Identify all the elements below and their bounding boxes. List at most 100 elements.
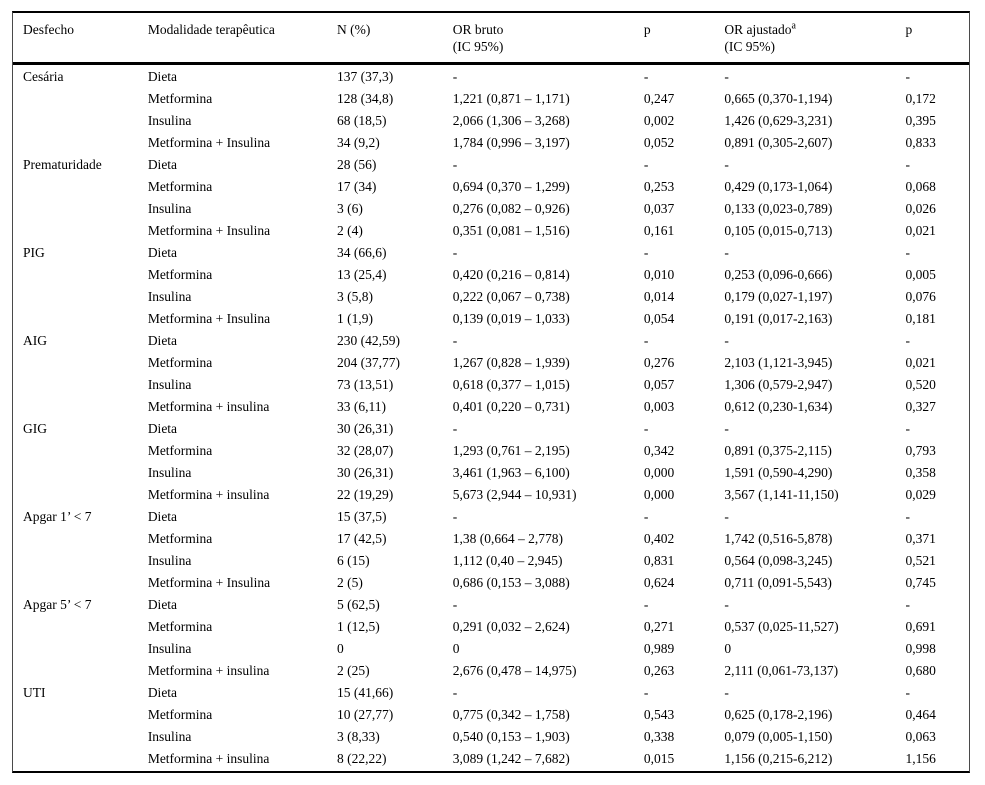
- n-percent-cell: 230 (42,59): [336, 332, 400, 348]
- or-bruto-cell: 1,267 (0,828 – 1,939): [452, 354, 570, 370]
- or-ajustado-cell: 0,564 (0,098-3,245): [724, 552, 833, 568]
- n-percent-cell: 3 (6): [336, 200, 363, 216]
- or-ajustado-cell: 0,253 (0,096-0,666): [724, 266, 833, 282]
- or-bruto-cell: -: [452, 684, 458, 700]
- outcome-cell: [13, 725, 144, 747]
- n-percent-cell: 3 (8,33): [336, 728, 380, 744]
- or-ajustado-cell: -: [724, 508, 729, 524]
- modality-cell: Dieta: [147, 68, 178, 84]
- p-bruto-cell: 0,338: [643, 728, 675, 744]
- or-bruto-cell: 0,401 (0,220 – 0,731): [452, 398, 570, 414]
- n-percent-cell: 1 (12,5): [336, 618, 380, 634]
- column-header-n-pct: N (%): [332, 13, 449, 65]
- p-bruto-cell: 0,161: [643, 222, 675, 238]
- or-bruto-cell: 0,139 (0,019 – 1,033): [452, 310, 570, 326]
- outcome-cell: [13, 285, 144, 307]
- column-header-desfecho: Desfecho: [13, 13, 144, 65]
- or-ajustado-cell: -: [724, 420, 729, 436]
- n-percent-cell: 13 (25,4): [336, 266, 387, 282]
- n-percent-cell: 3 (5,8): [336, 288, 373, 304]
- outcome-cell: PIG: [23, 244, 45, 260]
- p-ajustado-cell: 0,680: [905, 662, 936, 678]
- or-ajustado-cell: 1,156 (0,215-6,212): [724, 750, 833, 766]
- p-bruto-cell: 0,002: [643, 112, 675, 128]
- p-ajustado-cell: 0,833: [905, 134, 936, 150]
- modality-cell: Metformina: [147, 354, 213, 370]
- outcome-cell: Cesária: [23, 68, 64, 84]
- results-table-frame: Desfecho Modalidade terapêutica N (%) OR…: [12, 11, 970, 773]
- n-percent-cell: 30 (26,31): [336, 464, 394, 480]
- n-percent-cell: 73 (13,51): [336, 376, 394, 392]
- p-bruto-cell: 0,054: [643, 310, 675, 326]
- n-percent-cell: 128 (34,8): [336, 90, 394, 106]
- modality-cell: Dieta: [147, 684, 178, 700]
- n-percent-cell: 0: [336, 640, 344, 656]
- modality-cell: Metformina + insulina: [147, 398, 270, 414]
- n-percent-cell: 15 (37,5): [336, 508, 387, 524]
- n-percent-cell: 137 (37,3): [336, 68, 394, 84]
- n-percent-cell: 8 (22,22): [336, 750, 387, 766]
- table-row: Metformina 10 (27,77) 0,775 (0,342 – 1,758…: [13, 703, 969, 725]
- p-ajustado-cell: 0,021: [905, 354, 936, 370]
- modality-cell: Metformina: [147, 178, 213, 194]
- p-bruto-cell: 0,052: [643, 134, 675, 150]
- modality-cell: Metformina + insulina: [147, 750, 270, 766]
- p-bruto-cell: 0,000: [643, 464, 675, 480]
- p-bruto-cell: -: [643, 244, 649, 260]
- header-label: p: [643, 22, 651, 37]
- or-bruto-cell: -: [452, 420, 458, 436]
- or-bruto-cell: 0,686 (0,153 – 3,088): [452, 574, 570, 590]
- or-bruto-cell: 0,420 (0,216 – 0,814): [452, 266, 570, 282]
- p-ajustado-cell: -: [905, 596, 911, 612]
- outcome-cell: Prematuridade: [23, 156, 102, 172]
- p-bruto-cell: 0,263: [643, 662, 675, 678]
- header-label: Modalidade terapêutica: [147, 22, 275, 37]
- modality-cell: Dieta: [147, 332, 178, 348]
- header-sublabel: (IC 95%): [724, 39, 776, 54]
- table-row: Metformina + Insulina 34 (9,2) 1,784 (0,99…: [13, 131, 969, 153]
- table-row: Insulina 3 (6) 0,276 (0,082 – 0,926) 0,037 0…: [13, 197, 969, 219]
- modality-cell: Metformina: [147, 266, 213, 282]
- modality-cell: Insulina: [147, 552, 192, 568]
- modality-cell: Insulina: [147, 112, 192, 128]
- or-ajustado-cell: 0,079 (0,005-1,150): [724, 728, 833, 744]
- or-bruto-cell: -: [452, 508, 458, 524]
- or-bruto-cell: 1,293 (0,761 – 2,195): [452, 442, 570, 458]
- or-ajustado-cell: 2,103 (1,121-3,945): [724, 354, 833, 370]
- outcome-cell: [13, 395, 144, 417]
- table-row: Metformina 17 (34) 0,694 (0,370 – 1,299) 0,…: [13, 175, 969, 197]
- or-ajustado-cell: 0,665 (0,370-1,194): [724, 90, 833, 106]
- p-ajustado-cell: -: [905, 332, 911, 348]
- table-row: AIG Dieta 230 (42,59) - - - -: [13, 329, 969, 351]
- header-label: Desfecho: [23, 22, 74, 37]
- table-row: Metformina + Insulina 2 (5) 0,686 (0,153 –…: [13, 571, 969, 593]
- table-row: Insulina 6 (15) 1,112 (0,40 – 2,945) 0,831 0…: [13, 549, 969, 571]
- modality-cell: Insulina: [147, 728, 192, 744]
- outcome-cell: GIG: [23, 420, 47, 436]
- modality-cell: Dieta: [147, 244, 178, 260]
- outcome-cell: [13, 263, 144, 285]
- header-label: OR bruto: [452, 22, 504, 37]
- or-ajustado-cell: 0,179 (0,027-1,197): [724, 288, 833, 304]
- p-ajustado-cell: -: [905, 684, 911, 700]
- or-bruto-cell: 1,38 (0,664 – 2,778): [452, 530, 563, 546]
- modality-cell: Metformina + Insulina: [147, 222, 271, 238]
- table-row: Metformina + insulina 33 (6,11) 0,401 (0,2…: [13, 395, 969, 417]
- p-ajustado-cell: 0,181: [905, 310, 936, 326]
- table-header: Desfecho Modalidade terapêutica N (%) OR…: [13, 13, 969, 65]
- p-ajustado-cell: 1,156: [905, 750, 936, 766]
- table-row: Insulina 30 (26,31) 3,461 (1,963 – 6,100) 0…: [13, 461, 969, 483]
- outcome-cell: [13, 703, 144, 725]
- p-bruto-cell: 0,253: [643, 178, 675, 194]
- outcome-cell: [13, 373, 144, 395]
- header-label: N (%): [336, 22, 371, 37]
- table-row: Insulina 3 (8,33) 0,540 (0,153 – 1,903) 0,3…: [13, 725, 969, 747]
- p-bruto-cell: -: [643, 332, 649, 348]
- p-ajustado-cell: 0,005: [905, 266, 936, 282]
- modality-cell: Metformina + insulina: [147, 486, 270, 502]
- p-ajustado-cell: 0,358: [905, 464, 936, 480]
- or-bruto-cell: 2,066 (1,306 – 3,268): [452, 112, 570, 128]
- or-ajustado-cell: -: [724, 244, 729, 260]
- footnote-marker: a: [791, 20, 796, 32]
- p-ajustado-cell: 0,068: [905, 178, 936, 194]
